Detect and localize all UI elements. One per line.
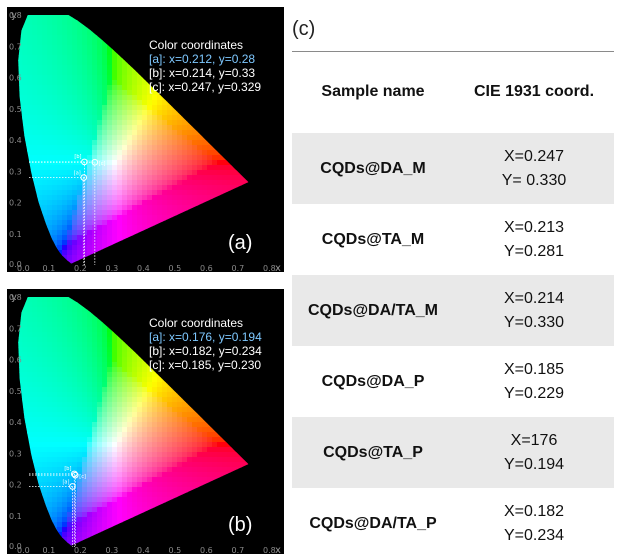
table-row: CQDs@DA/TA_P X=0.182 Y=0.234 — [292, 488, 614, 559]
coord-cell: X=176 Y=0.194 — [454, 417, 614, 488]
coord-y: Y=0.194 — [504, 453, 564, 477]
y-axis-label: y — [11, 292, 17, 303]
point-label: [c] — [99, 161, 106, 167]
y-tick-label: 0.2 — [9, 199, 22, 208]
column-header-cie-coord: CIE 1931 coord. — [454, 52, 614, 132]
legend-title: Color coordinates — [149, 38, 243, 52]
sample-name-cell: CQDs@DA/TA_P — [292, 488, 454, 559]
x-tick-label: 0.6 — [200, 546, 213, 554]
panel-label: (b) — [228, 514, 252, 536]
legend-entry: [b]: x=0.182, y=0.234 — [149, 344, 262, 358]
x-axis-label: x — [275, 263, 281, 272]
panel-label: (a) — [228, 232, 252, 254]
sample-name-cell: CQDs@DA_P — [292, 346, 454, 417]
y-tick-label: 0.5 — [9, 105, 22, 114]
y-tick-label: 0.4 — [9, 136, 22, 145]
coord-cell: X=0.182 Y=0.234 — [454, 488, 614, 559]
coord-x: X=0.182 — [504, 500, 564, 524]
table-row: CQDs@DA_P X=0.185 Y=0.229 — [292, 346, 614, 417]
table-row: CQDs@TA_M X=0.213 Y=0.281 — [292, 204, 614, 275]
x-tick-label: 0.7 — [232, 264, 245, 272]
legend-entry: [a]: x=0.212, y=0.28 — [149, 52, 255, 66]
coord-y: Y= 0.330 — [502, 169, 567, 193]
x-tick-label: 0.1 — [43, 546, 56, 554]
coord-cell: X=0.213 Y=0.281 — [454, 204, 614, 275]
x-tick-label: 0.8 — [263, 264, 276, 272]
coord-cell: X=0.247 Y= 0.330 — [454, 133, 614, 204]
x-tick-label: 0.2 — [74, 546, 87, 554]
legend-title: Color coordinates — [149, 316, 243, 330]
cie-chart-b-svg: 0.0 0.1 0.2 0.3 0.4 0.5 0.6 0.7 0.8 0.1 0.2 0.3 0.4 0… — [7, 289, 284, 554]
coord-y: Y=0.281 — [504, 240, 564, 264]
x-axis-label: x — [275, 545, 281, 554]
y-tick-label: 0.7 — [9, 324, 22, 333]
cie-chart-a: 0.0 0.1 0.2 0.3 0.4 0.5 0.6 0.7 0.8 0.1 0.2 0.3 0.4 0… — [7, 7, 284, 272]
x-tick-label: 0.5 — [169, 546, 182, 554]
table-row: CQDs@DA/TA_M X=0.214 Y=0.330 — [292, 275, 614, 346]
point-label: [b] — [64, 466, 71, 472]
point-label: [a] — [74, 171, 81, 177]
y-tick-label: 0.5 — [9, 387, 22, 396]
y-tick-label: 0.3 — [9, 167, 22, 176]
coord-x: X=0.185 — [504, 358, 564, 382]
legend-entry: [a]: x=0.176, y=0.194 — [149, 330, 262, 344]
y-tick-label: 0.0 — [9, 260, 22, 269]
point-label: [a] — [62, 479, 69, 485]
coord-x: X=0.214 — [504, 287, 564, 311]
x-tick-label: 0.8 — [263, 546, 276, 554]
table-header: Sample name CIE 1931 coord. — [292, 52, 614, 132]
y-tick-label: 0.2 — [9, 481, 22, 490]
y-tick-label: 0.1 — [9, 230, 22, 239]
y-tick-label: 0.1 — [9, 512, 22, 521]
y-tick-label: 0.6 — [9, 74, 22, 83]
x-tick-label: 0.7 — [232, 546, 245, 554]
legend-entry: [c]: x=0.185, y=0.230 — [149, 358, 261, 372]
sample-name-cell: CQDs@DA_M — [292, 133, 454, 204]
point-label: [c] — [79, 474, 86, 480]
x-tick-label: 0.1 — [43, 264, 56, 272]
sample-name-cell: CQDs@TA_P — [292, 417, 454, 488]
coord-x: X=0.247 — [504, 145, 564, 169]
x-tick-label: 0.5 — [169, 264, 182, 272]
y-tick-label: 0.4 — [9, 418, 22, 427]
coord-x: X=0.213 — [504, 216, 564, 240]
coordinates-table-panel: (c) Sample name CIE 1931 coord. CQDs@DA_… — [292, 6, 614, 557]
table-row: CQDs@DA_M X=0.247 Y= 0.330 — [292, 133, 614, 204]
point-label: [b] — [74, 154, 81, 160]
x-tick-label: 0.2 — [74, 264, 87, 272]
sample-name-cell: CQDs@DA/TA_M — [292, 275, 454, 346]
coord-y: Y=0.229 — [504, 382, 564, 406]
y-tick-label: 0.0 — [9, 542, 22, 551]
y-tick-label: 0.7 — [9, 42, 22, 51]
y-tick-label: 0.6 — [9, 356, 22, 365]
legend-entry: [c]: x=0.247, y=0.329 — [149, 80, 261, 94]
coord-cell: X=0.214 Y=0.330 — [454, 275, 614, 346]
y-tick-label: 0.3 — [9, 449, 22, 458]
sample-name-cell: CQDs@TA_M — [292, 204, 454, 275]
table-body: CQDs@DA_M X=0.247 Y= 0.330 CQDs@TA_M X=0… — [292, 133, 614, 559]
column-header-sample-name: Sample name — [292, 52, 454, 132]
x-tick-label: 0.4 — [137, 264, 150, 272]
table-row: CQDs@TA_P X=176 Y=0.194 — [292, 417, 614, 488]
panel-label-c: (c) — [292, 18, 315, 41]
coord-y: Y=0.330 — [504, 311, 564, 335]
coord-x: X=176 — [511, 429, 558, 453]
x-tick-label: 0.3 — [106, 546, 119, 554]
x-tick-label: 0.4 — [137, 546, 150, 554]
x-tick-label: 0.6 — [200, 264, 213, 272]
coord-cell: X=0.185 Y=0.229 — [454, 346, 614, 417]
x-tick-label: 0.3 — [106, 264, 119, 272]
cie-chart-b: 0.0 0.1 0.2 0.3 0.4 0.5 0.6 0.7 0.8 0.1 0.2 0.3 0.4 0… — [7, 289, 284, 554]
legend-entry: [b]: x=0.214, y=0.33 — [149, 66, 255, 80]
y-axis-label: y — [11, 10, 17, 21]
cie-chart-a-svg: 0.0 0.1 0.2 0.3 0.4 0.5 0.6 0.7 0.8 0.1 0.2 0.3 0.4 0… — [7, 7, 284, 272]
coord-y: Y=0.234 — [504, 524, 564, 548]
